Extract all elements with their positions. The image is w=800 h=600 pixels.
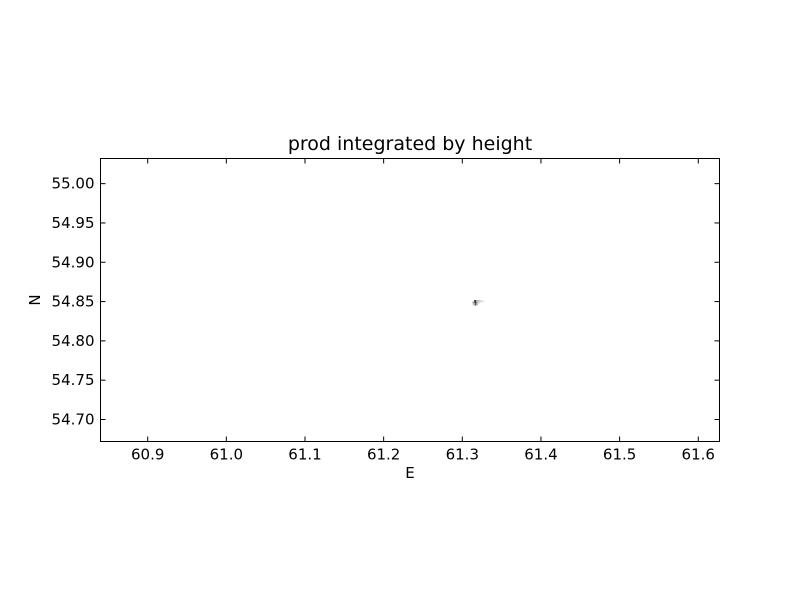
x-tick-label-6: 61.5 xyxy=(603,446,636,464)
x-tick-label-0: 60.9 xyxy=(131,446,164,464)
x-tick-label-7: 61.6 xyxy=(682,446,715,464)
heatmap-cell-10 xyxy=(482,299,485,303)
x-tick-label-4: 61.3 xyxy=(446,446,479,464)
heatmap-cells xyxy=(472,299,485,306)
heatmap-cell-6 xyxy=(475,303,478,306)
y-tick-label-4: 54.90 xyxy=(52,253,95,271)
y-tick-label-1: 54.75 xyxy=(52,371,95,389)
x-tick-label-2: 61.1 xyxy=(288,446,321,464)
x-tick-label-5: 61.4 xyxy=(524,446,557,464)
y-axis-label: N xyxy=(26,294,44,305)
heatmap-cell-5 xyxy=(475,299,478,303)
x-tick-label-1: 61.0 xyxy=(210,446,243,464)
y-tick-label-3: 54.85 xyxy=(52,293,95,311)
plot-frame xyxy=(100,158,720,442)
y-tick-label-2: 54.80 xyxy=(52,332,95,350)
x-tick-label-3: 61.2 xyxy=(367,446,400,464)
y-axis-ticks: 54.70 54.75 54.80 54.85 54.90 54.95 55.00 xyxy=(52,175,720,428)
y-tick-label-5: 54.95 xyxy=(52,214,95,232)
x-axis-label: E xyxy=(405,464,414,482)
heatmap-cell-4 xyxy=(472,301,475,304)
heatmap-cell-0 xyxy=(474,301,477,304)
heatmap-cell-8 xyxy=(478,299,482,303)
y-tick-label-0: 54.70 xyxy=(52,410,95,428)
heatmap-cell-1 xyxy=(474,299,477,303)
chart-title: prod integrated by height xyxy=(288,133,532,155)
y-tick-label-6: 55.00 xyxy=(52,175,95,193)
heatmap-cell-2 xyxy=(474,303,477,306)
heatmap-cell-11 xyxy=(477,301,480,304)
heatmap-cell-3 xyxy=(475,301,478,304)
heatmap-cell-7 xyxy=(477,299,480,303)
x-axis-ticks: 60.9 61.0 61.1 61.2 61.3 61.4 61.5 61.6 xyxy=(131,158,715,464)
heatmap-cell-9 xyxy=(480,299,483,303)
heatmap-cell-12 xyxy=(472,303,475,306)
